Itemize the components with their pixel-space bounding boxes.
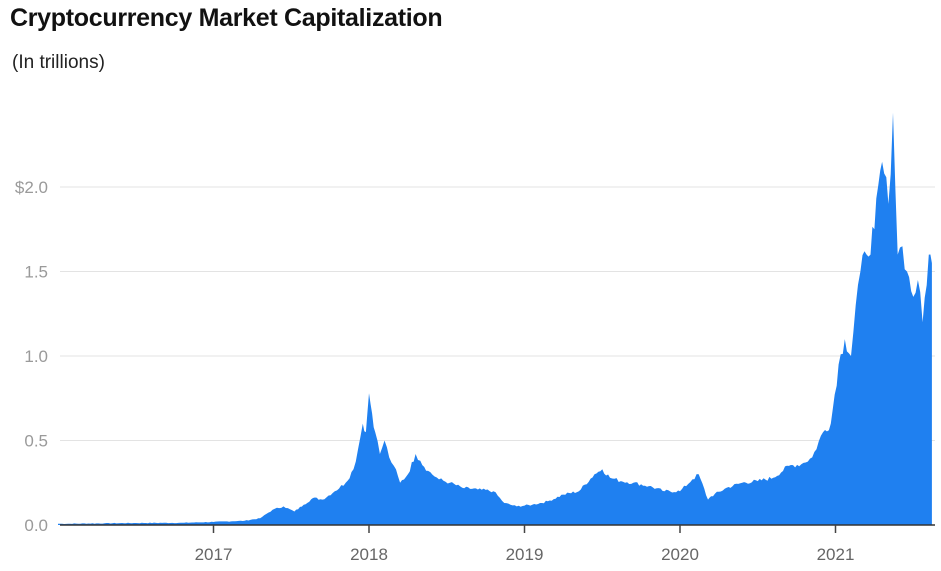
x-axis-ticks: 2017 2018 2019 2020 2021 bbox=[195, 525, 855, 564]
y-tick-label: 0.0 bbox=[24, 516, 48, 535]
gridlines bbox=[60, 186, 935, 441]
x-tick-label: 2021 bbox=[817, 545, 855, 564]
y-axis-ticks: 0.0 0.5 1.0 1.5 $2.0 bbox=[15, 178, 48, 535]
x-tick-label: 2017 bbox=[195, 545, 233, 564]
y-tick-label: $2.0 bbox=[15, 178, 48, 197]
y-tick-label: 0.5 bbox=[24, 432, 48, 451]
chart-subtitle: (In trillions) bbox=[12, 52, 105, 73]
x-tick-label: 2020 bbox=[661, 545, 699, 564]
y-tick-label: 1.0 bbox=[24, 347, 48, 366]
chart-title: Cryptocurrency Market Capitalization bbox=[10, 4, 443, 32]
y-tick-label: 1.5 bbox=[24, 263, 48, 282]
x-tick-label: 2019 bbox=[506, 545, 544, 564]
x-tick-label: 2018 bbox=[350, 545, 388, 564]
market-cap-area bbox=[58, 112, 932, 525]
